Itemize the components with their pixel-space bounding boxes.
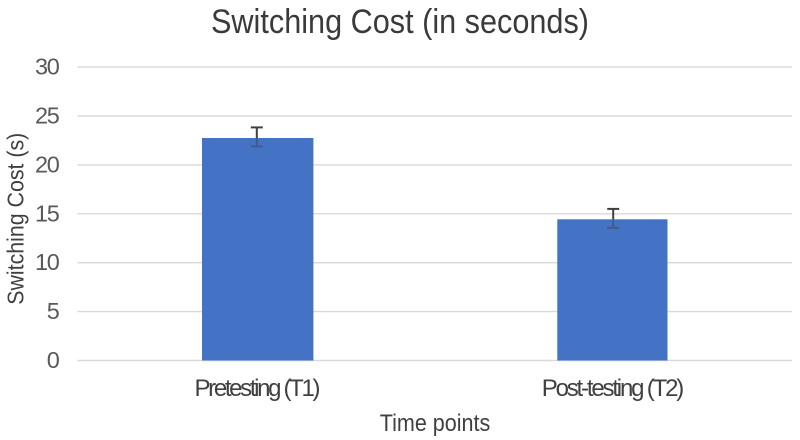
svg-text:Pretesting (T1): Pretesting (T1) bbox=[195, 375, 321, 402]
svg-text:30: 30 bbox=[35, 54, 60, 80]
svg-text:25: 25 bbox=[35, 103, 60, 129]
svg-text:Post-testing (T2): Post-testing (T2) bbox=[542, 375, 685, 402]
svg-text:Switching Cost (s): Switching Cost (s) bbox=[3, 133, 29, 305]
svg-text:20: 20 bbox=[35, 151, 60, 177]
svg-text:5: 5 bbox=[47, 298, 60, 324]
svg-text:10: 10 bbox=[35, 249, 60, 275]
svg-text:Switching Cost (in seconds): Switching Cost (in seconds) bbox=[211, 3, 589, 41]
svg-text:Time points: Time points bbox=[380, 410, 491, 437]
svg-text:0: 0 bbox=[47, 347, 60, 373]
svg-text:15: 15 bbox=[35, 200, 60, 226]
